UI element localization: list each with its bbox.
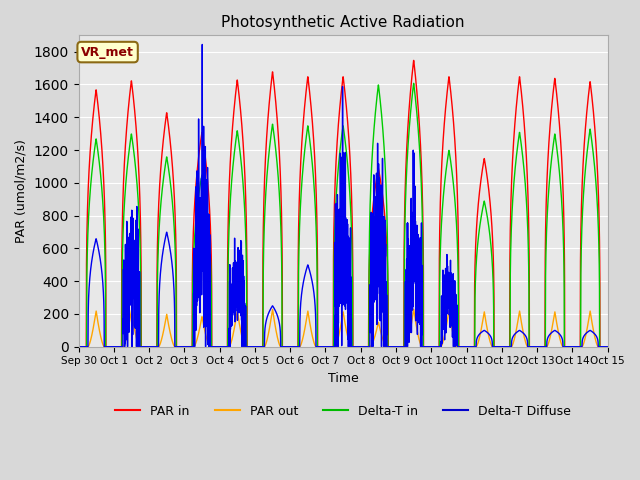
Line: Delta-T Diffuse: Delta-T Diffuse <box>79 45 608 347</box>
PAR in <box>433 344 440 349</box>
Delta-T Diffuse <box>198 42 206 48</box>
Delta-T in <box>170 216 177 221</box>
PAR out <box>269 307 276 312</box>
Legend: PAR in, PAR out, Delta-T in, Delta-T Diffuse: PAR in, PAR out, Delta-T in, Delta-T Dif… <box>110 400 576 423</box>
PAR in <box>75 344 83 349</box>
PAR in <box>323 344 331 349</box>
PAR out <box>604 344 612 349</box>
PAR out <box>170 342 177 348</box>
Delta-T in <box>410 81 417 86</box>
Delta-T Diffuse <box>604 344 612 349</box>
Delta-T Diffuse <box>75 344 83 349</box>
Delta-T Diffuse <box>433 344 440 349</box>
Text: VR_met: VR_met <box>81 46 134 59</box>
Title: Photosynthetic Active Radiation: Photosynthetic Active Radiation <box>221 15 465 30</box>
Y-axis label: PAR (umol/m2/s): PAR (umol/m2/s) <box>15 139 28 243</box>
Delta-T Diffuse <box>492 344 499 349</box>
Delta-T Diffuse <box>323 344 331 349</box>
PAR in <box>492 344 499 349</box>
X-axis label: Time: Time <box>328 372 358 385</box>
Delta-T in <box>492 344 499 349</box>
PAR in <box>170 181 177 187</box>
PAR out <box>492 344 499 349</box>
PAR in <box>410 58 417 63</box>
Line: Delta-T in: Delta-T in <box>79 84 608 347</box>
Delta-T in <box>461 344 469 349</box>
Line: PAR in: PAR in <box>79 60 608 347</box>
Delta-T Diffuse <box>170 280 177 286</box>
PAR out <box>604 344 611 349</box>
PAR in <box>461 344 469 349</box>
Delta-T in <box>433 344 440 349</box>
Line: PAR out: PAR out <box>79 310 608 347</box>
PAR in <box>604 344 611 349</box>
PAR out <box>433 344 440 349</box>
Delta-T Diffuse <box>604 344 611 349</box>
Delta-T in <box>323 344 331 349</box>
Delta-T in <box>604 344 612 349</box>
Delta-T Diffuse <box>461 344 469 349</box>
PAR in <box>604 344 612 349</box>
PAR out <box>75 344 83 349</box>
Delta-T in <box>75 344 83 349</box>
PAR out <box>461 344 469 349</box>
Delta-T in <box>604 344 611 349</box>
PAR out <box>323 344 331 349</box>
